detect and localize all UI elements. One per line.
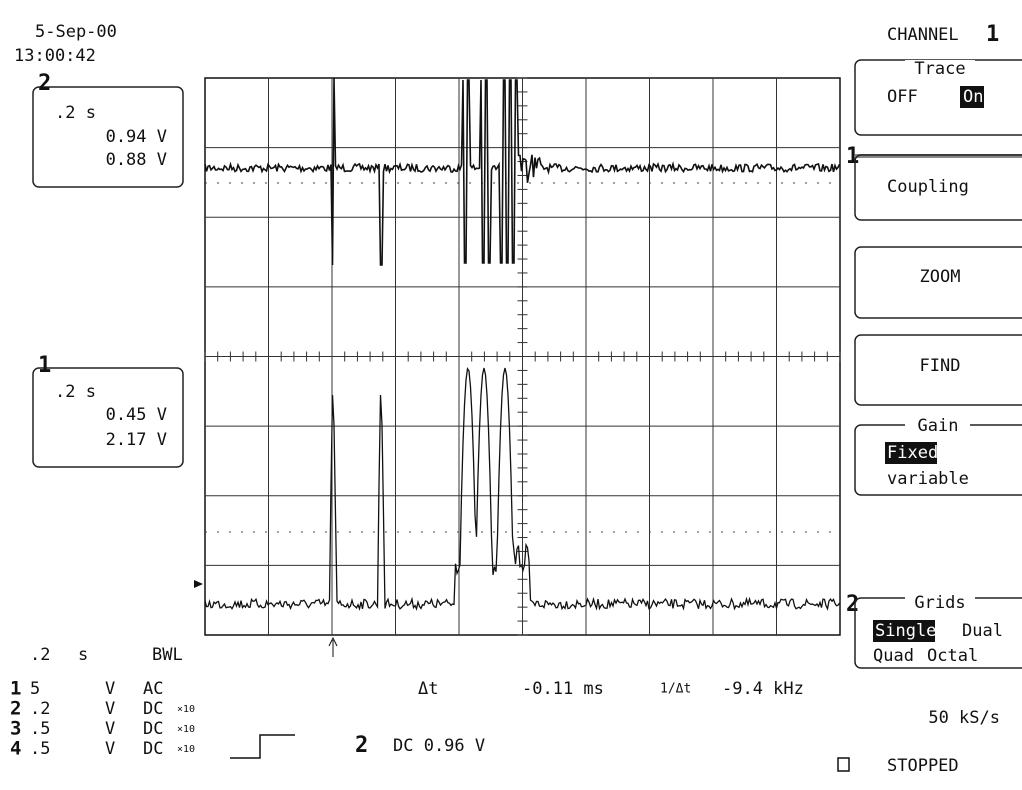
status: STOPPED bbox=[887, 756, 959, 776]
channel-scale: .2 bbox=[30, 699, 50, 719]
channel-scale: 5 bbox=[30, 679, 40, 699]
sample-rate: 50 kS/s bbox=[928, 708, 1000, 728]
measure-label: 1/Δt bbox=[660, 682, 691, 697]
trace-1 bbox=[204, 367, 841, 611]
label-bg bbox=[905, 595, 975, 611]
channel-number: 4 bbox=[10, 738, 21, 760]
channel-number: 1 bbox=[10, 678, 21, 700]
value: 2.17 V bbox=[106, 430, 167, 450]
trigger: DC 0.96 V bbox=[393, 736, 485, 756]
menu-label: Grids bbox=[914, 593, 965, 613]
channel-probe: ×10 bbox=[177, 704, 195, 715]
selection bbox=[960, 86, 984, 108]
timebase: .2 s bbox=[55, 382, 96, 402]
bwl: BWL bbox=[152, 645, 183, 665]
trace-box bbox=[32, 367, 184, 468]
timebase-unit: s bbox=[78, 645, 88, 665]
timebase: .2 s bbox=[55, 103, 96, 123]
menu-channel: 1 bbox=[986, 22, 999, 47]
zoom-button[interactable] bbox=[854, 246, 1022, 319]
trigger-slope-icon bbox=[230, 734, 295, 759]
timebase: .2 bbox=[30, 645, 50, 665]
trace-marker: 1 bbox=[846, 144, 859, 169]
trace-marker: 2 bbox=[846, 592, 859, 617]
trace-2 bbox=[204, 77, 841, 266]
button-label: Coupling bbox=[887, 177, 969, 197]
channel-probe: ×10 bbox=[177, 744, 195, 755]
selection bbox=[873, 620, 935, 642]
option[interactable]: variable bbox=[887, 469, 969, 489]
option-selected[interactable]: Fixed bbox=[887, 443, 938, 463]
channel-probe: ×10 bbox=[177, 724, 195, 735]
channel-coupling: AC bbox=[143, 679, 163, 699]
channel-unit: V bbox=[105, 699, 115, 719]
option[interactable]: Quad bbox=[873, 646, 914, 666]
status-icon bbox=[837, 757, 850, 772]
trace-box-label: 2 bbox=[38, 71, 51, 96]
measure-value: -9.4 kHz bbox=[722, 679, 804, 699]
measure-value: -0.11 ms bbox=[522, 679, 604, 699]
value: 0.94 V bbox=[106, 127, 167, 147]
channel-number: 2 bbox=[10, 698, 21, 720]
value: 0.88 V bbox=[106, 150, 167, 170]
trigger-channel: 2 bbox=[355, 733, 368, 758]
channel-coupling: DC bbox=[143, 739, 163, 759]
value: 0.45 V bbox=[106, 405, 167, 425]
option[interactable]: Dual bbox=[962, 621, 1003, 641]
selection bbox=[885, 442, 937, 464]
label-bg bbox=[905, 418, 970, 434]
channel-scale: .5 bbox=[30, 719, 50, 739]
traces bbox=[204, 77, 841, 611]
channel-number: 3 bbox=[10, 718, 21, 740]
trace-box-label: 1 bbox=[38, 353, 51, 378]
button-label: FIND bbox=[920, 356, 961, 376]
separator bbox=[855, 154, 1022, 158]
channel-scale: .5 bbox=[30, 739, 50, 759]
channel-unit: V bbox=[105, 679, 115, 699]
trigger-level-marker bbox=[194, 580, 203, 588]
option-selected[interactable]: On bbox=[963, 87, 983, 107]
channel-unit: V bbox=[105, 719, 115, 739]
find-button[interactable] bbox=[854, 334, 1022, 406]
menu-label: Gain bbox=[918, 416, 959, 436]
channel-coupling: DC bbox=[143, 699, 163, 719]
coupling-button[interactable] bbox=[854, 154, 1022, 221]
button-label: ZOOM bbox=[920, 267, 961, 287]
menu-label: Trace bbox=[914, 59, 965, 79]
option[interactable]: Octal bbox=[927, 646, 978, 666]
trigger-position-marker bbox=[328, 636, 338, 657]
measure-label: Δt bbox=[418, 679, 438, 699]
label-bg bbox=[905, 60, 975, 76]
date: 5-Sep-00 bbox=[35, 22, 117, 42]
trace-box bbox=[32, 86, 184, 188]
option-selected[interactable]: Single bbox=[875, 621, 936, 641]
channel-unit: V bbox=[105, 739, 115, 759]
graticule bbox=[204, 77, 841, 636]
channel-list: 1 5 V AC 2 .2 V DC ×10 3 .5 V DC ×10 4 .5 V DC ×10 bbox=[10, 678, 195, 760]
channel-coupling: DC bbox=[143, 719, 163, 739]
option[interactable]: OFF bbox=[887, 87, 918, 107]
menu-title: CHANNEL bbox=[887, 25, 959, 45]
time: 13:00:42 bbox=[14, 46, 96, 66]
